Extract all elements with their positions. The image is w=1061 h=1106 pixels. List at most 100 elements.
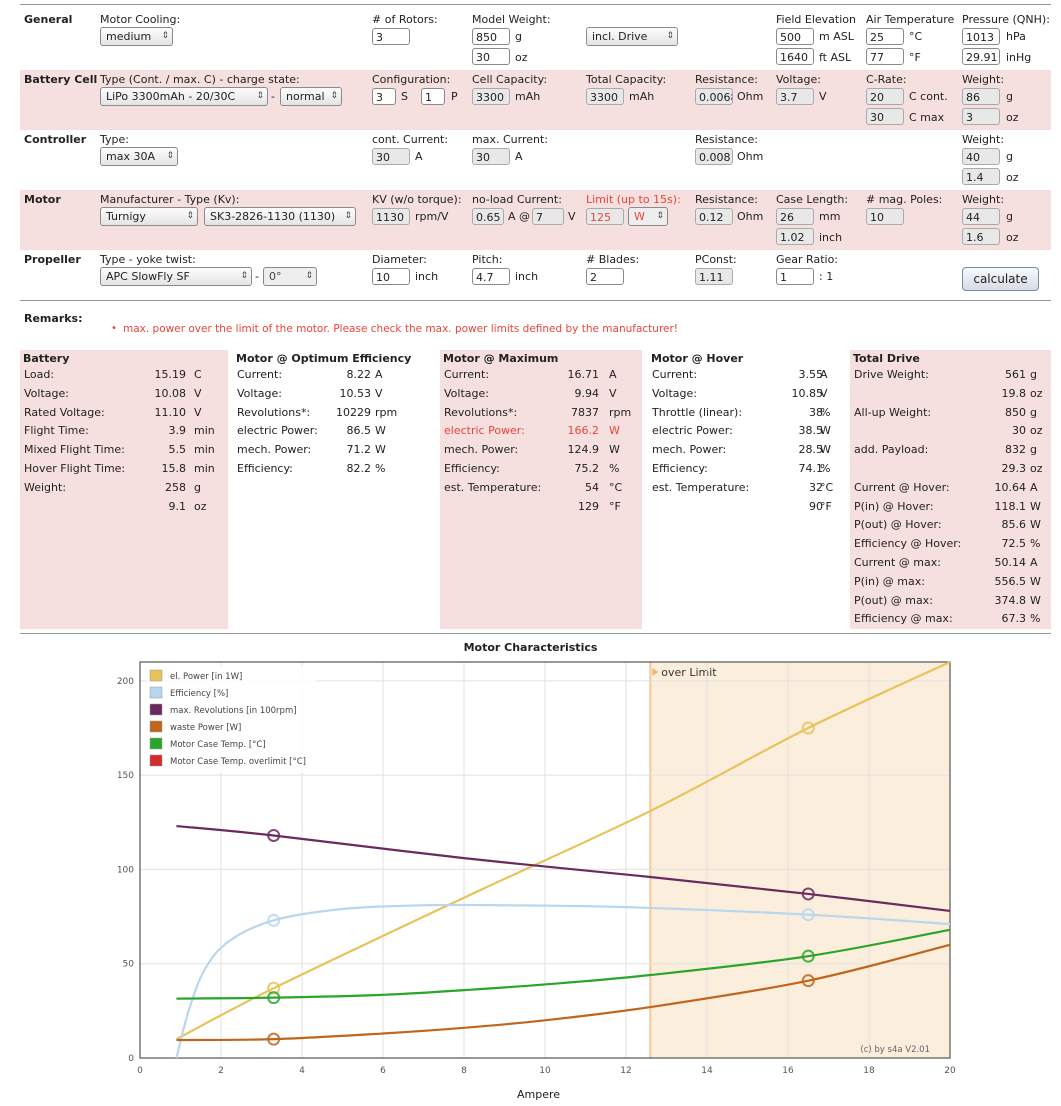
result-row: Revolutions*: 10229 rpm bbox=[233, 406, 429, 425]
section-motor-title: Motor bbox=[24, 193, 61, 206]
legend-swatch bbox=[149, 669, 163, 682]
field-elevation-m-input[interactable]: 500 bbox=[776, 28, 814, 45]
motor-cooling-label: Motor Cooling: bbox=[100, 13, 181, 26]
result-unit: V bbox=[194, 405, 202, 419]
drive-option-value: incl. Drive bbox=[592, 30, 648, 43]
controller-type-select[interactable]: max 30A ⇕ bbox=[100, 147, 178, 166]
result-row: Efficiency: 82.2% bbox=[233, 462, 429, 481]
air-temp-f-input[interactable]: 77 bbox=[866, 48, 904, 65]
rotors-input[interactable]: 3 bbox=[372, 28, 410, 45]
legend-swatch bbox=[149, 720, 163, 733]
result-unit: V bbox=[375, 386, 383, 400]
model-weight-g-input[interactable]: 850 bbox=[472, 28, 510, 45]
result-value: 16.71 bbox=[567, 368, 600, 381]
case-length-inch-unit: inch bbox=[819, 231, 843, 244]
battery-type-value: LiPo 3300mAh - 20/30C bbox=[106, 90, 236, 103]
result-row: Hover Flight Time: 15.8 min bbox=[20, 462, 228, 481]
motor-manufacturer-select[interactable]: Turnigy ⇕ bbox=[100, 207, 198, 226]
select-arrows-icon: ⇕ bbox=[330, 91, 338, 101]
legend-swatch bbox=[149, 754, 163, 767]
select-arrows-icon: ⇕ bbox=[166, 151, 174, 161]
model-weight-oz-input[interactable]: 30 bbox=[472, 48, 510, 65]
result-key: Current: bbox=[652, 368, 698, 381]
motor-type-select[interactable]: SK3-2826-1130 (1130) ⇕ bbox=[204, 207, 356, 226]
air-temp-c-input[interactable]: 25 bbox=[866, 28, 904, 45]
controller-weight-g-unit: g bbox=[1006, 150, 1013, 163]
motor-resistance-label: Resistance: bbox=[695, 193, 758, 206]
series-line-1 bbox=[175, 903, 951, 1059]
gear-ratio-label: Gear Ratio: bbox=[776, 253, 838, 266]
result-row: 30 oz bbox=[850, 424, 1051, 443]
result-unit: V bbox=[609, 386, 617, 400]
result-unit: % bbox=[1030, 612, 1041, 626]
pressure-inhg-unit: inHg bbox=[1006, 51, 1032, 64]
charge-state-select[interactable]: normal ⇕ bbox=[280, 87, 342, 106]
config-s-input[interactable]: 3 bbox=[372, 88, 396, 105]
gear-ratio-input[interactable]: 1 bbox=[776, 268, 814, 285]
plot-frame bbox=[139, 661, 951, 1059]
pressure-inhg-input[interactable]: 29.91 bbox=[962, 48, 1000, 65]
blades-input[interactable]: 2 bbox=[586, 268, 624, 285]
result-value: 10.64 bbox=[994, 480, 1027, 494]
result-value: 556.5 bbox=[994, 574, 1027, 588]
config-p-input[interactable]: 1 bbox=[421, 88, 445, 105]
cont-current-unit: A bbox=[415, 150, 423, 163]
y-tick-label: 0 bbox=[128, 1054, 134, 1064]
result-unit: °C bbox=[609, 480, 623, 494]
pitch-input[interactable]: 4.7 bbox=[472, 268, 510, 285]
results-column-3: Motor @ Hover Current: 3.55 A Voltage: 10.85 V… bbox=[648, 350, 844, 629]
series-line-4 bbox=[176, 928, 951, 1000]
result-unit: W bbox=[375, 424, 386, 438]
select-arrows-icon: ⇕ bbox=[161, 31, 169, 41]
result-row: Mixed Flight Time: 5.5 min bbox=[20, 443, 228, 462]
result-unit: W bbox=[375, 443, 386, 457]
select-arrows-icon: ⇕ bbox=[656, 211, 664, 221]
battery-type-select[interactable]: LiPo 3300mAh - 20/30C ⇕ bbox=[100, 87, 268, 106]
pconst-label: PConst: bbox=[695, 253, 737, 266]
result-key: Weight: bbox=[24, 480, 67, 494]
field-elevation-ft-input[interactable]: 1640 bbox=[776, 48, 814, 65]
series-marker bbox=[267, 991, 281, 1005]
result-key: Current @ max: bbox=[854, 556, 941, 569]
battery-voltage-label: Voltage: bbox=[776, 73, 821, 86]
max-current-field: 30 bbox=[472, 148, 510, 165]
remark-message: max. power over the limit of the motor. … bbox=[123, 323, 679, 335]
result-unit: A bbox=[1030, 480, 1038, 494]
power-limit-label: Limit (up to 15s): bbox=[586, 193, 681, 206]
results-column-4: Total Drive Drive Weight: 561 g 19.8 oz All-up… bbox=[850, 350, 1051, 629]
pconst-field: 1.11 bbox=[695, 268, 733, 285]
series-marker bbox=[267, 981, 281, 995]
yoke-twist-select[interactable]: 0° ⇕ bbox=[263, 267, 317, 286]
battery-weight-g-field: 86 bbox=[962, 88, 1000, 105]
result-value: 15.8 bbox=[161, 462, 187, 475]
calculate-button[interactable]: calculate bbox=[962, 267, 1039, 291]
propeller-type-value: APC SlowFly SF bbox=[106, 270, 190, 283]
result-unit: min bbox=[194, 443, 215, 457]
result-unit: C bbox=[194, 368, 202, 381]
x-tick-label: 8 bbox=[461, 1066, 467, 1076]
result-value: 72.5 bbox=[1001, 537, 1027, 551]
propeller-type-select[interactable]: APC SlowFly SF ⇕ bbox=[100, 267, 252, 286]
configuration-label: Configuration: bbox=[372, 73, 451, 86]
result-value: 9.94 bbox=[574, 386, 600, 400]
noload-current-field: 0.65 bbox=[472, 208, 504, 225]
power-limit-unit-select[interactable]: W ⇕ bbox=[628, 207, 668, 226]
x-tick-label: 4 bbox=[299, 1066, 305, 1076]
result-row: Efficiency @ max: 67.3% bbox=[850, 612, 1051, 631]
diameter-input[interactable]: 10 bbox=[372, 268, 410, 285]
result-key: Current: bbox=[237, 368, 283, 381]
result-value: 3.9 bbox=[168, 424, 187, 438]
config-s-unit: S bbox=[401, 90, 408, 103]
controller-type-value: max 30A bbox=[106, 150, 155, 163]
yoke-twist-value: 0° bbox=[269, 270, 282, 283]
result-row: Efficiency: 75.2% bbox=[440, 462, 642, 481]
controller-weight-g-field: 40 bbox=[962, 148, 1000, 165]
noload-voltage-field: 7 bbox=[532, 208, 564, 225]
pressure-hpa-input[interactable]: 1013 bbox=[962, 28, 1000, 45]
result-key: Voltage: bbox=[444, 386, 489, 400]
air-temp-label: Air Temperature bbox=[866, 13, 955, 26]
drive-option-select[interactable]: incl. Drive ⇕ bbox=[586, 27, 678, 46]
result-row: add. Payload: 832 g bbox=[850, 443, 1051, 462]
motor-cooling-select[interactable]: medium ⇕ bbox=[100, 27, 173, 46]
motor-type-value: SK3-2826-1130 (1130) bbox=[210, 210, 336, 223]
